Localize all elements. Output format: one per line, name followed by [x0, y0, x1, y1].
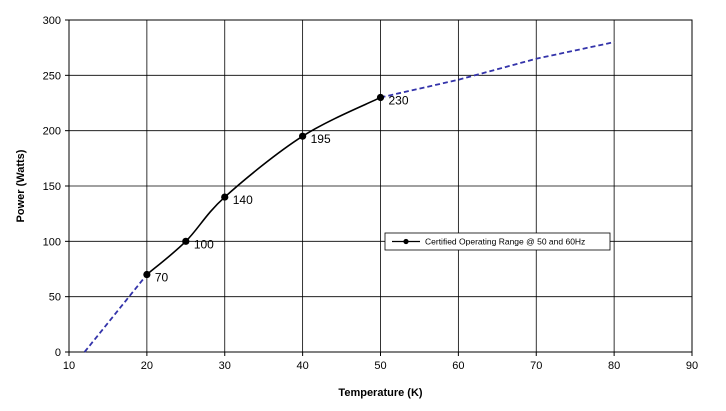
y-tick-label: 100 [43, 236, 61, 248]
x-tick-label: 70 [530, 360, 542, 372]
data-point-marker [376, 93, 385, 102]
data-point-marker [221, 193, 229, 201]
legend: Certified Operating Range @ 50 and 60Hz [384, 232, 611, 251]
y-axis-ticks: 0 50 100 150 200 250 300 [43, 15, 69, 359]
x-tick-label: 60 [452, 360, 464, 372]
data-label: 70 [155, 271, 169, 285]
y-tick-label: 200 [43, 126, 61, 138]
series-line-certified [146, 96, 381, 276]
series-line-extrapolated [380, 41, 615, 99]
x-axis-ticks: 10 20 30 40 50 60 70 80 90 [63, 352, 698, 372]
legend-box [384, 232, 611, 251]
x-tick-label: 10 [63, 360, 75, 372]
y-axis-title: Power (Watts) [15, 149, 27, 222]
x-tick-label: 40 [297, 360, 309, 372]
series-line-extrapolated [83, 273, 148, 353]
x-tick-label: 50 [374, 360, 386, 372]
legend-entry-certified-range: Certified Operating Range @ 50 and 60Hz [425, 237, 585, 247]
x-tick-label: 30 [219, 360, 231, 372]
data-label: 230 [389, 93, 409, 107]
x-tick-label: 20 [141, 360, 153, 372]
data-label: 195 [311, 132, 331, 146]
data-labels: 70 100 140 195 230 [155, 93, 409, 284]
x-tick-label: 80 [608, 360, 620, 372]
data-label: 100 [194, 237, 214, 251]
y-tick-label: 250 [43, 70, 61, 82]
grid [68, 19, 693, 353]
y-tick-label: 150 [43, 181, 61, 193]
x-axis-title: Temperature (K) [338, 387, 422, 399]
y-tick-label: 50 [49, 292, 61, 304]
y-tick-label: 300 [43, 15, 61, 27]
data-label: 140 [233, 193, 253, 207]
legend-marker [403, 238, 409, 245]
data-point-marker [143, 270, 151, 279]
data-point-marker [182, 237, 190, 245]
data-point-marker [299, 132, 307, 140]
y-tick-label: 0 [55, 347, 61, 359]
series-layer [83, 41, 615, 353]
x-tick-label: 90 [686, 360, 698, 372]
